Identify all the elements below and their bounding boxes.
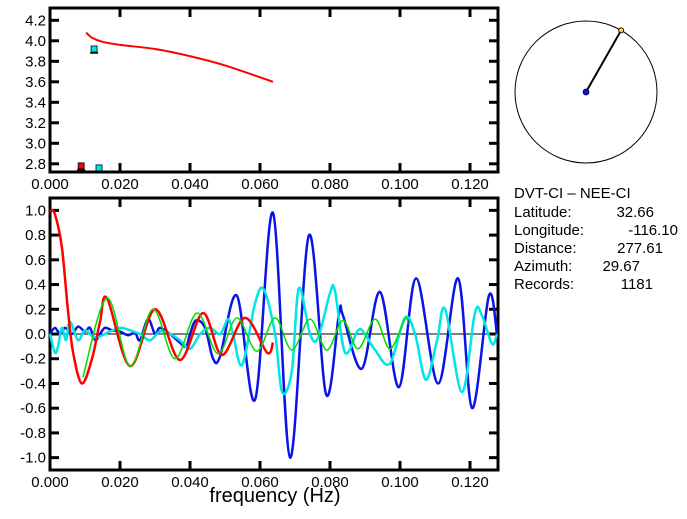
x-tick-label: 0.020	[101, 176, 139, 193]
x-tick-label: 0.100	[381, 176, 419, 193]
x-tick-label: 0.100	[381, 474, 419, 491]
y-tick-label: 1.0	[25, 202, 46, 219]
x-tick-label: 0.000	[31, 176, 69, 193]
series-red	[49, 208, 275, 385]
plot-frame	[48, 6, 500, 174]
x-tick-label: 0.120	[451, 176, 489, 193]
y-tick-label: 2.8	[25, 156, 46, 173]
x-tick-label: 0.060	[241, 176, 279, 193]
y-tick-label: 3.4	[25, 94, 46, 111]
x-tick-label: 0.080	[311, 176, 349, 193]
x-tick-label: 0.040	[171, 474, 209, 491]
series-dispersion-curve	[85, 31, 274, 83]
y-tick-label: -0.4	[20, 375, 46, 392]
y-tick-label: -1.0	[20, 450, 46, 467]
x-tick-label: 0.000	[31, 474, 69, 491]
azimuth-value: 29.67	[602, 258, 640, 275]
y-tick-label: 3.0	[25, 135, 46, 152]
station-info: DVT-CI – NEE-CI Latitude: 32.66 Longitud…	[514, 185, 678, 293]
y-tick-label: -0.8	[20, 425, 46, 442]
station-origin-marker	[582, 88, 590, 96]
x-tick-label: 0.120	[451, 474, 489, 491]
station-target-marker	[618, 27, 625, 34]
y-tick-label: 3.6	[25, 74, 46, 91]
y-tick-label: 3.8	[25, 53, 46, 70]
y-tick-label: 3.2	[25, 115, 46, 132]
y-tick-label: 0.6	[25, 252, 46, 269]
distance-value: 277.61	[617, 240, 663, 257]
y-tick-label: 0.2	[25, 301, 46, 318]
azimuth-label: Azimuth:	[514, 258, 572, 275]
longitude-value: -116.10	[628, 222, 678, 239]
marker-cyan-upper	[90, 45, 98, 53]
station-pair-title: DVT-CI – NEE-CI	[514, 185, 631, 202]
marker-cyan-lower	[95, 164, 103, 172]
y-tick-label: -0.6	[20, 400, 46, 417]
series-green	[82, 297, 409, 378]
y-tick-label: 4.0	[25, 33, 46, 50]
x-tick-label: 0.020	[101, 474, 139, 491]
y-tick-label: 0.8	[25, 227, 46, 244]
longitude-label: Longitude:	[514, 222, 584, 239]
latitude-label: Latitude:	[514, 204, 572, 221]
x-tick-label: 0.040	[171, 176, 209, 193]
dial-circle	[514, 20, 658, 164]
records-label: Records:	[514, 276, 574, 293]
x-tick-label: 0.060	[241, 474, 279, 491]
y-tick-label: 0.4	[25, 277, 46, 294]
azimuth-dial	[514, 20, 658, 164]
x-tick-label: 0.080	[311, 474, 349, 491]
distance-label: Distance:	[514, 240, 577, 257]
marker-red	[77, 162, 85, 170]
records-value: 1181	[621, 276, 653, 293]
series-cyan	[48, 283, 499, 396]
dispersion-plot: 0.000 0.020 0.040 0.060 0.080 0.100 0.120 2.8 3.…	[25, 6, 500, 193]
y-tick-label: 0.0	[25, 326, 46, 343]
y-tick-label: -0.2	[20, 351, 46, 368]
correlation-plot: 0.000 0.020 0.040 0.060 0.080 0.100 0.120 -1.0 -…	[20, 196, 500, 491]
y-tick-label: 4.2	[25, 12, 46, 29]
latitude-value: 32.66	[616, 204, 654, 221]
azimuth-line	[585, 29, 623, 93]
x-axis-label: frequency (Hz)	[209, 485, 340, 507]
